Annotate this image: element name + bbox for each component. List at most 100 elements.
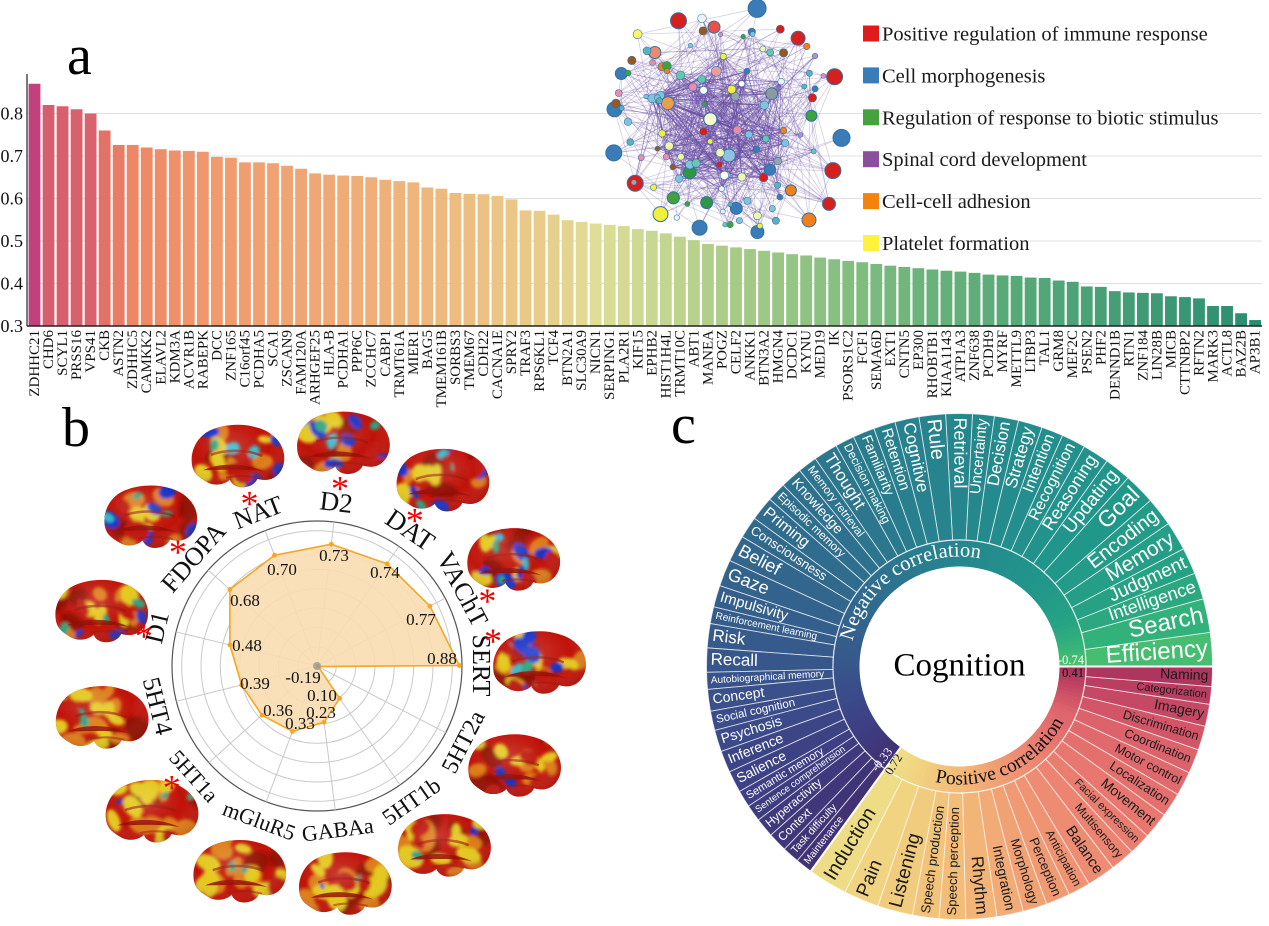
svg-text:ARHGEF25: ARHGEF25 [308,330,324,405]
svg-text:ACTL8: ACTL8 [1220,330,1236,377]
svg-text:SCYL1: SCYL1 [55,330,71,376]
svg-text:Cell morphogenesis: Cell morphogenesis [882,65,1045,87]
svg-text:ELAVL2: ELAVL2 [153,330,169,385]
svg-text:ZNF184: ZNF184 [1135,330,1151,381]
svg-text:MIER1: MIER1 [406,330,422,375]
svg-text:PCDHA5: PCDHA5 [251,330,267,388]
svg-text:CKB: CKB [97,330,113,361]
svg-text:ASTN2: ASTN2 [111,330,127,377]
svg-text:ABT1: ABT1 [686,330,702,368]
svg-text:BTN3A2: BTN3A2 [757,330,773,386]
svg-text:Risk: Risk [711,626,747,649]
svg-text:0.48: 0.48 [232,636,262,655]
svg-text:GRM8: GRM8 [1051,330,1067,372]
svg-text:0.88: 0.88 [427,649,457,668]
svg-text:EPHB2: EPHB2 [644,330,660,376]
svg-text:FCF1: FCF1 [855,330,871,364]
svg-text:ACVR1B: ACVR1B [181,330,197,389]
svg-text:BTN2A1: BTN2A1 [560,330,576,386]
svg-text:Rule: Rule [922,418,948,461]
svg-text:VPS41: VPS41 [83,330,99,373]
svg-text:*: * [241,483,259,523]
svg-text:SCA1: SCA1 [266,330,282,367]
svg-text:RABEPK: RABEPK [195,330,211,389]
svg-text:0.5: 0.5 [1,231,24,251]
svg-text:0.39: 0.39 [240,674,270,693]
svg-text:ZDHHC5: ZDHHC5 [125,330,141,389]
svg-text:RTN1: RTN1 [1121,330,1137,367]
svg-text:PRSS16: PRSS16 [69,330,85,381]
svg-text:LTBP3: LTBP3 [1023,330,1039,373]
svg-text:IK: IK [827,330,843,346]
svg-text:CHD6: CHD6 [41,330,57,370]
svg-text:SEMA6D: SEMA6D [869,330,885,390]
svg-text:mGluR5: mGluR5 [219,796,299,846]
svg-text:SPRY2: SPRY2 [504,330,520,374]
svg-text:0.3: 0.3 [1,316,24,336]
svg-text:KIF15: KIF15 [630,330,646,369]
svg-text:MANEA: MANEA [700,330,716,385]
svg-text:CAMKK2: CAMKK2 [139,330,155,393]
svg-text:DENND1B: DENND1B [1107,330,1123,400]
svg-text:Positive regulation of immune: Positive regulation of immune response [882,24,1208,46]
svg-text:SERT: SERT [467,634,496,696]
svg-text:*: * [163,767,181,807]
svg-text:LIN28B: LIN28B [1149,330,1165,380]
svg-text:DCDC1: DCDC1 [785,330,801,379]
svg-text:SERPING1: SERPING1 [602,330,618,400]
svg-text:0.41: 0.41 [1062,666,1084,680]
svg-text:KYNU: KYNU [799,330,815,373]
svg-text:HIST1H4L: HIST1H4L [658,330,674,398]
svg-text:Platelet formation: Platelet formation [882,233,1029,255]
svg-text:PSORS1C2: PSORS1C2 [841,330,857,401]
svg-text:ATP1A3: ATP1A3 [953,330,969,383]
svg-text:Speech perception: Speech perception [944,807,962,916]
svg-text:RPS6KL1: RPS6KL1 [532,330,548,392]
svg-text:PCDH9: PCDH9 [981,330,997,378]
svg-text:MICB: MICB [1163,330,1179,368]
svg-text:0.10: 0.10 [307,686,337,705]
svg-text:0.36: 0.36 [263,701,293,720]
svg-text:POGZ: POGZ [714,330,730,369]
svg-text:EP300: EP300 [911,330,927,370]
svg-text:Naming: Naming [1160,665,1209,683]
svg-text:Concept: Concept [711,684,765,707]
svg-text:ZCCHC7: ZCCHC7 [364,330,380,388]
svg-text:*: * [135,616,153,656]
svg-text:CABP1: CABP1 [378,330,394,377]
svg-text:TAL1: TAL1 [1037,330,1053,365]
svg-text:0.23: 0.23 [306,703,336,722]
svg-text:0.73: 0.73 [319,546,349,565]
svg-text:AP3B1: AP3B1 [1248,330,1264,374]
svg-text:TRMT10C: TRMT10C [672,330,688,397]
svg-text:*: * [169,532,187,572]
svg-text:DCC: DCC [209,330,225,361]
svg-text:a: a [67,25,92,87]
svg-text:KIAA1143: KIAA1143 [939,330,955,397]
svg-text:Regulation of response to biot: Regulation of response to biotic stimulu… [882,107,1219,129]
svg-text:RFTN2: RFTN2 [1191,330,1207,376]
svg-text:0.74: 0.74 [370,563,400,582]
svg-text:NICN1: NICN1 [588,330,604,374]
svg-text:TRMT61A: TRMT61A [392,330,408,398]
svg-text:HMGN4: HMGN4 [771,330,787,384]
svg-text:PCDHA1: PCDHA1 [336,330,352,388]
svg-text:PHF2: PHF2 [1093,330,1109,365]
svg-text:Cognition: Cognition [893,648,1025,684]
svg-text:MYRF: MYRF [995,330,1011,373]
svg-text:TMEM161B: TMEM161B [434,330,450,408]
svg-text:*: * [484,621,502,661]
svg-text:PPP6C: PPP6C [350,330,366,373]
svg-text:METTL9: METTL9 [1009,330,1025,388]
svg-text:Spinal cord development: Spinal cord development [882,149,1087,171]
svg-text:CELF2: CELF2 [729,330,745,374]
svg-text:0.6: 0.6 [1,189,24,209]
svg-text:ZNF638: ZNF638 [967,330,983,381]
svg-text:*: * [331,469,349,509]
svg-text:MEF2C: MEF2C [1065,330,1081,378]
svg-text:CTTNBP2: CTTNBP2 [1177,330,1193,395]
svg-text:ZSCAN9: ZSCAN9 [280,330,296,387]
svg-text:0.77: 0.77 [406,610,436,629]
svg-text:0.7: 0.7 [1,146,24,166]
svg-text:ANKK1: ANKK1 [743,330,759,381]
